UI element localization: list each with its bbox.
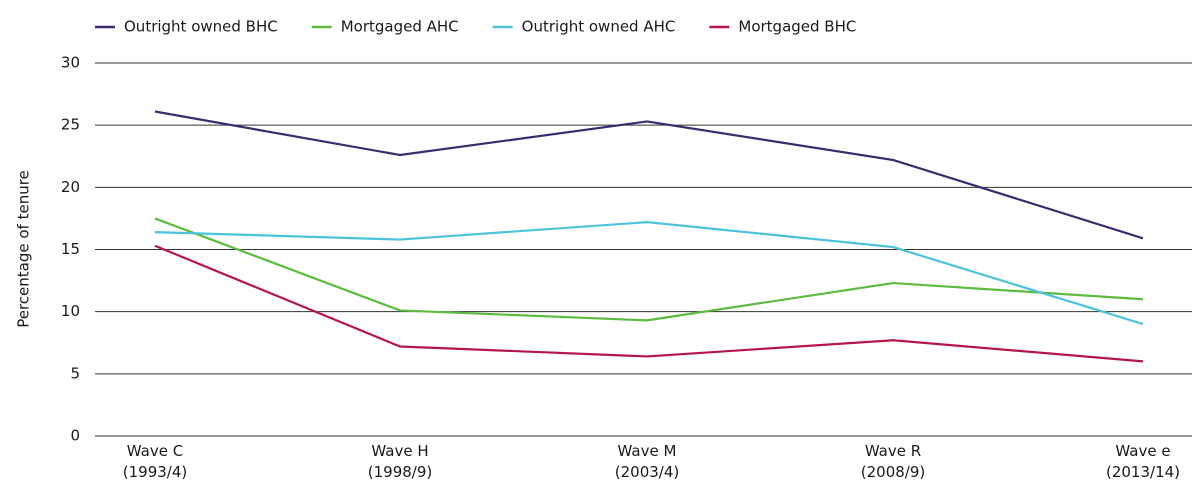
line-series <box>154 244 1144 363</box>
line-series <box>154 110 1144 240</box>
y-tick-label: 20 <box>61 178 80 196</box>
x-tick-label: Wave C (1993/4) <box>122 442 188 481</box>
y-tick-label: 30 <box>61 54 80 72</box>
x-tick-label: Wave H (1998/9) <box>367 442 433 481</box>
legend-label: Mortgaged BHC <box>738 18 856 36</box>
y-tick-label: 25 <box>61 116 80 134</box>
legend-label: Outright owned BHC <box>124 18 278 36</box>
legend-label: Outright owned AHC <box>522 18 676 36</box>
y-tick-label: 0 <box>70 427 80 445</box>
y-tick-label: 5 <box>70 364 80 382</box>
line-series <box>154 217 1144 322</box>
line-series <box>154 221 1144 326</box>
y-tick-label: 15 <box>61 240 80 258</box>
x-tick-label: Wave M (2003/4) <box>614 442 680 481</box>
legend-label: Mortgaged AHC <box>341 18 459 36</box>
x-tick-label: Wave R (2008/9) <box>860 442 926 481</box>
y-tick-label: 10 <box>61 302 80 320</box>
y-axis-label: Percentage of tenure <box>15 170 33 328</box>
x-tick-label: Wave e (2013/14) <box>1105 442 1181 481</box>
